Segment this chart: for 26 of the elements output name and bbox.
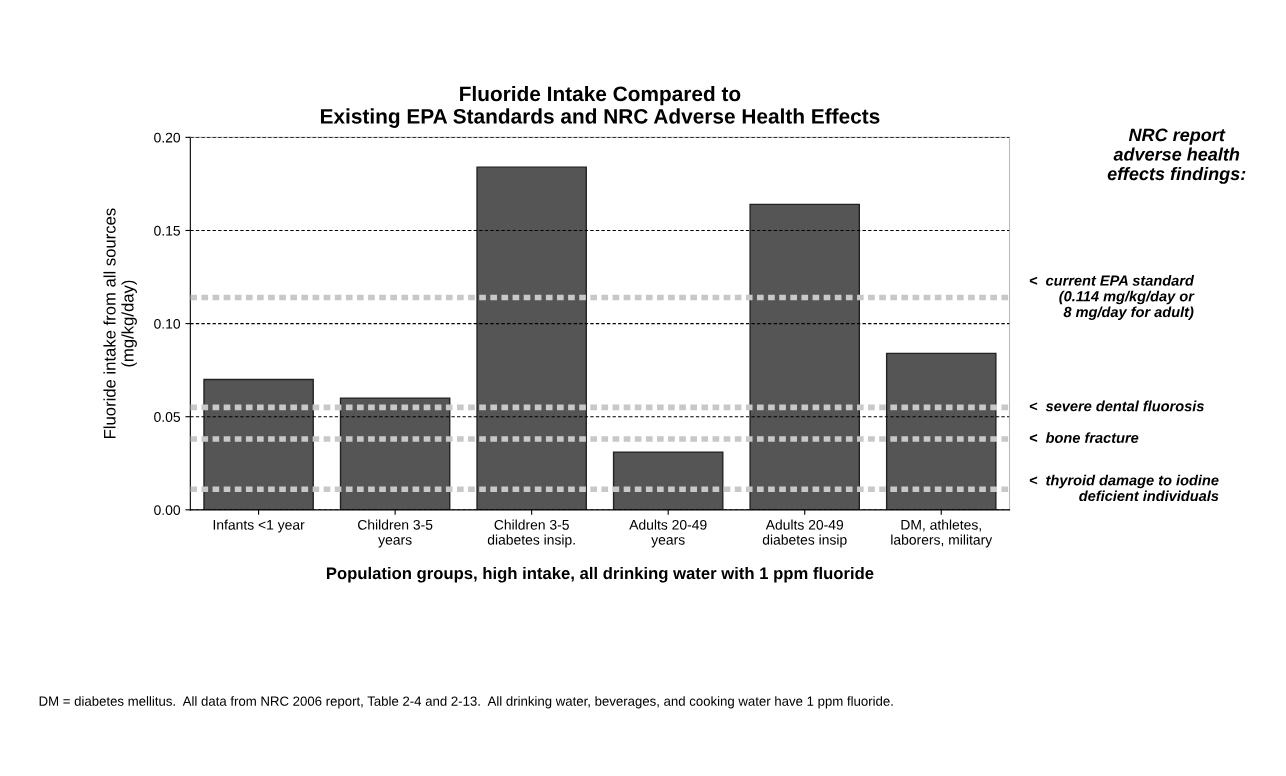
y-tick-label: 0.00 (154, 505, 181, 515)
x-tick-label: Adults 20-49 years (629, 519, 707, 548)
bar (476, 166, 587, 510)
ref-line-label: < bone fracture (1029, 432, 1139, 443)
y-tick-label: 0.05 (154, 412, 181, 422)
ref-line-label: < current EPA standard (0.114 mg/kg/day or 8 mg/day for adult) (1029, 275, 1195, 321)
ref-line-label: < thyroid damage to iodine deficient individuals (1029, 474, 1219, 502)
y-tick-label: 0.15 (154, 225, 181, 236)
chart-title: Fluoride Intake Compared to Existing EPA Standards and NRC Adverse Health Effects (320, 85, 880, 128)
x-tick-label: Adults 20-49 diabetes insip (762, 519, 847, 548)
ref-line-label: < severe dental fluorosis (1029, 400, 1204, 412)
bar (612, 451, 724, 510)
y-axis-title: Fluoride intake from all sources (mg/kg/day) (103, 208, 137, 438)
x-axis-title: Population groups, high intake, all drinking water with 1 ppm fluoride (326, 566, 874, 583)
text: NRC report adverse health effects findings: (1107, 128, 1246, 184)
text: DM = diabetes mellitus. All data from NRC 2006 report, Table 2-4 and 2-13. All drinking water, beverages, and cooking water have 1 ppm fluoride. (39, 696, 893, 709)
x-tick-label: DM, athletes, laborers, military (891, 519, 993, 548)
y-tick-label: 0.20 (154, 132, 181, 143)
bar (885, 352, 997, 510)
x-tick-label: Children 3-5 years (358, 519, 433, 548)
bar (749, 203, 861, 510)
bar (339, 397, 451, 510)
x-tick-label: Infants <1 year (213, 519, 305, 533)
x-tick-label: Children 3-5 diabetes insip. (487, 519, 575, 548)
bar (203, 378, 314, 510)
y-tick-label: 0.10 (154, 318, 181, 329)
